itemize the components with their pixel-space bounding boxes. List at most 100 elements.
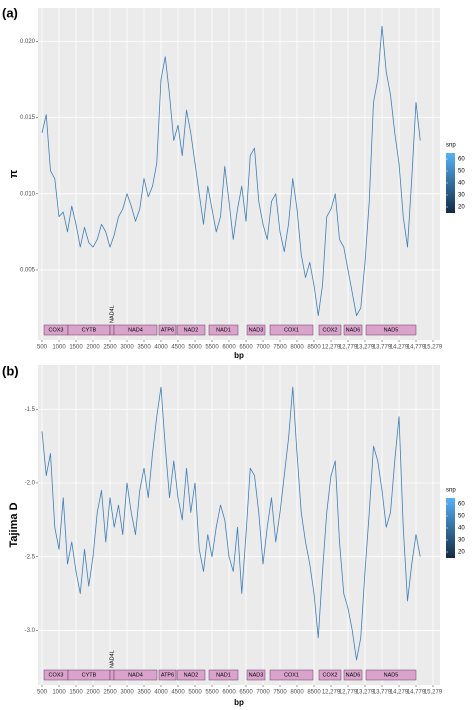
gene-box (269, 669, 314, 681)
y-tick-label: 0.005 (20, 268, 36, 274)
x-tick-label: 14,279 (390, 345, 409, 351)
x-tick-label: 6000 (222, 345, 236, 351)
gene-label: NAD1 (216, 327, 231, 333)
gene-label: NAD2 (184, 327, 199, 333)
legend-title: snp (446, 488, 456, 494)
plot-background (38, 365, 440, 685)
panel-title: (b) (2, 363, 19, 378)
x-tick-label: 2500 (103, 345, 117, 351)
x-tick-label: 6000 (222, 690, 236, 696)
colorbar (446, 498, 455, 558)
x-tick-label: 8500 (307, 345, 321, 351)
x-tick-label: 15,279 (424, 690, 443, 696)
x-tick-label: 12,779 (339, 345, 358, 351)
x-tick-label: 2500 (103, 690, 117, 696)
gene-box (208, 669, 239, 681)
x-tick-label: 500 (37, 345, 48, 351)
x-tick-label: 4000 (154, 690, 168, 696)
x-tick-label: 1000 (52, 345, 66, 351)
y-tick-label: 0.015 (20, 115, 36, 121)
x-tick-label: 7000 (256, 690, 270, 696)
colorbar-label: 20 (458, 205, 465, 211)
x-tick-label: 500 (37, 690, 48, 696)
gene-label: NAD3 (249, 672, 264, 678)
x-tick-label: 8000 (290, 690, 304, 696)
x-tick-label: 1500 (69, 690, 83, 696)
panel: 500 1000 1500 2000 2500 3000 3500 4000 4500 5000 5… (2, 363, 465, 707)
gene-box (246, 324, 266, 336)
x-tick-label: 6500 (239, 345, 253, 351)
gene-box (208, 324, 239, 336)
gene-label: COX1 (284, 327, 299, 333)
x-tick-label: 1500 (69, 345, 83, 351)
x-tick-label: 14,779 (407, 345, 426, 351)
colorbar-label: 40 (458, 181, 465, 187)
y-tick-label: -2.0 (25, 481, 36, 487)
x-tick-label: 5500 (205, 345, 219, 351)
gene-box (318, 669, 342, 681)
x-axis-label: bp (234, 351, 244, 360)
gene-label: ATP6 (161, 672, 174, 678)
colorbar-label: 60 (458, 502, 465, 508)
gene-label: COX3 (49, 327, 64, 333)
gene-label: COX1 (284, 672, 299, 678)
x-tick-label: 3500 (137, 690, 151, 696)
x-tick-label: 12,279 (322, 690, 341, 696)
colorbar (446, 153, 455, 213)
gene-label: NAD5 (384, 672, 399, 678)
gene-box (113, 669, 158, 681)
gene-label: NAD4 (128, 327, 143, 333)
y-tick-label: -2.5 (25, 554, 36, 560)
x-tick-label: 5000 (188, 690, 202, 696)
gene-box (113, 324, 158, 336)
gene-box (246, 669, 266, 681)
gene-label: CYTB (82, 327, 97, 333)
gene-box (343, 669, 363, 681)
gene-box (269, 324, 314, 336)
x-tick-label: 4000 (154, 345, 168, 351)
y-axis-label: Tajima D (8, 502, 20, 547)
panel: 500 1000 1500 2000 2500 3000 3500 4000 4500 5000 5… (2, 5, 465, 360)
gene-box (176, 669, 206, 681)
colorbar-label: 30 (458, 538, 465, 544)
gene-label: NAD6 (346, 327, 361, 333)
gene-label: COX3 (49, 672, 64, 678)
x-tick-label: 7500 (273, 690, 287, 696)
x-tick-label: 7500 (273, 345, 287, 351)
x-tick-label: 1000 (52, 690, 66, 696)
x-tick-label: 3000 (120, 345, 134, 351)
gene-box (365, 324, 417, 336)
y-tick-label: 0.010 (20, 191, 36, 197)
gene-label: NAD1 (216, 672, 231, 678)
gene-label: NAD3 (249, 327, 264, 333)
x-tick-label: 3500 (137, 345, 151, 351)
x-tick-label: 13,779 (373, 690, 392, 696)
x-tick-label: 14,279 (390, 690, 409, 696)
colorbar-label: 50 (458, 514, 465, 520)
gene-label: NAD4L (109, 650, 115, 668)
gene-label: NAD4 (128, 672, 143, 678)
x-tick-label: 12,779 (339, 690, 358, 696)
x-tick-label: 4500 (171, 345, 185, 351)
x-tick-label: 8000 (290, 345, 304, 351)
y-axis-label: π (8, 169, 20, 178)
colorbar-label: 30 (458, 193, 465, 199)
x-tick-label: 7000 (256, 345, 270, 351)
x-tick-label: 13,779 (373, 345, 392, 351)
gene-label: NAD2 (184, 672, 199, 678)
x-tick-label: 2000 (86, 345, 100, 351)
gene-label: COX2 (323, 672, 338, 678)
x-tick-label: 13,279 (356, 345, 375, 351)
x-tick-label: 13,279 (356, 690, 375, 696)
gene-box (343, 324, 363, 336)
gene-box (109, 669, 115, 681)
gene-box (158, 669, 177, 681)
colorbar-label: 50 (458, 169, 465, 175)
colorbar-label: 20 (458, 550, 465, 556)
gene-label: CYTB (82, 672, 97, 678)
gene-label: COX2 (323, 327, 338, 333)
data-line (41, 25, 421, 317)
x-tick-label: 8500 (307, 690, 321, 696)
gene-label: NAD5 (384, 327, 399, 333)
